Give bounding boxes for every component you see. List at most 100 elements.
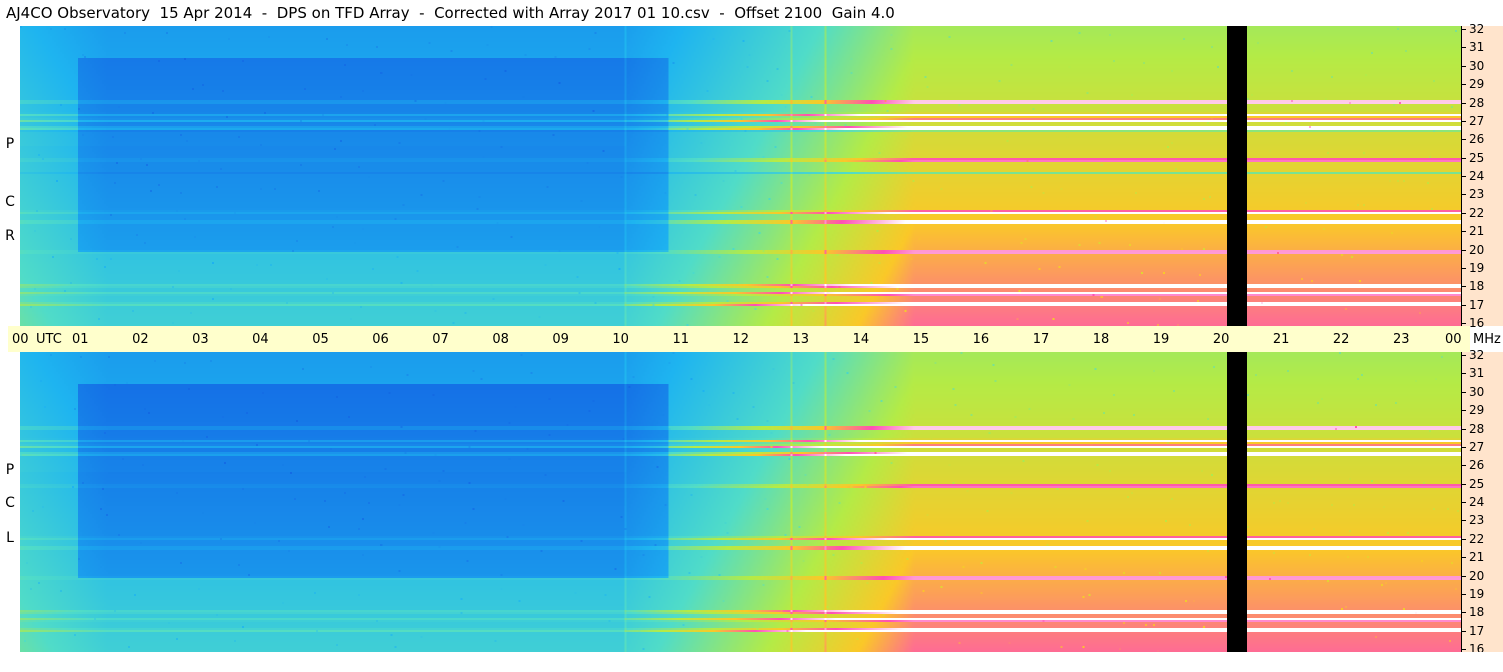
time-axis: 00 01 02 03 04 05 06 07 08 09 10 11 12 13 14 15 16 17 18 19… [8,326,1501,352]
freq-tick-label: 30 [1469,58,1485,73]
freq-tick-label: 17 [1469,623,1485,638]
time-tick-label: 02 [132,332,149,347]
freq-tick-label: 31 [1469,366,1485,381]
lcp-side-strip: P C L [0,352,20,652]
freq-tick-mark [1461,249,1466,251]
freq-tick-mark [1461,231,1466,233]
time-tick-label: 16 [972,332,990,347]
freq-tick-mark [1461,630,1466,632]
title-bar: AJ4CO Observatory 15 Apr 2014 - DPS on T… [0,0,1462,26]
freq-tick-label: 25 [1469,150,1485,165]
freq-tick-label: 17 [1469,297,1485,312]
freq-tick-label: 28 [1469,95,1485,110]
time-tick-label: 20 [1212,332,1230,347]
time-tick-label: 07 [432,332,449,347]
mhz-unit-label: MHz [1473,332,1501,347]
freq-tick-mark [1461,102,1466,104]
rcp-label-r: R [5,228,15,244]
time-tick-label: 09 [552,332,569,347]
freq-tick-label: 27 [1469,439,1485,454]
time-tick-label: 15 [912,332,930,347]
freq-tick-label: 18 [1469,279,1485,294]
bottom-margin [0,652,1503,672]
freq-tick-label: 27 [1469,113,1485,128]
time-tick-label: 23 [1392,332,1410,347]
chart-title: AJ4CO Observatory 15 Apr 2014 - DPS on T… [6,4,895,22]
freq-tick-label: 26 [1469,458,1485,473]
time-tick-label: 08 [492,332,509,347]
time-tick-label: 06 [372,332,389,347]
lcp-label-l: L [6,530,14,546]
freq-tick-mark [1461,323,1466,324]
freq-tick-mark [1461,465,1466,467]
freq-tick-label: 24 [1469,495,1485,509]
freq-tick-label: 21 [1469,224,1485,239]
freq-tick-label: 24 [1469,169,1485,183]
time-tick-label: 04 [252,332,269,347]
freq-tick-mark [1461,612,1466,614]
lcp-label-c: C [5,495,15,511]
freq-tick-mark [1461,267,1466,269]
time-tick-label: 14 [852,332,870,347]
time-tick-label: 17 [1032,332,1050,347]
freq-tick-label: 23 [1469,513,1485,528]
freq-tick-mark [1461,304,1466,306]
freq-tick-label: 19 [1469,260,1485,275]
time-tick-label: 00 [1445,332,1462,347]
freq-tick-mark [1461,212,1466,214]
freq-tick-mark [1461,538,1466,540]
freq-tick-mark [1461,194,1466,196]
time-tick-label: 21 [1272,332,1290,347]
freq-tick-mark [1461,65,1466,67]
freq-tick-label: 22 [1469,531,1485,546]
freq-tick-label: 25 [1469,476,1485,491]
freq-tick-label: 18 [1469,605,1485,620]
freq-tick-label: 29 [1469,403,1485,418]
freq-tick-mark [1461,557,1466,559]
freq-tick-label: 21 [1469,550,1485,565]
freq-tick-label: 28 [1469,421,1485,436]
freq-tick-label: 30 [1469,384,1485,399]
freq-tick-mark [1461,139,1466,141]
freq-tick-label: 26 [1469,132,1485,147]
freq-tick-label: 20 [1469,568,1485,583]
freq-tick-mark [1461,502,1466,503]
freq-tick-mark [1461,428,1466,430]
freq-tick-mark [1461,286,1466,288]
rcp-side-strip: P C R [0,26,20,326]
lcp-label-p: P [5,462,15,478]
freq-tick-label: 23 [1469,187,1485,202]
time-tick-label: 13 [792,332,810,347]
freq-tick-mark [1461,176,1466,177]
time-tick-label: 01 [72,332,89,347]
freq-tick-mark [1461,410,1466,412]
freq-tick-label: 22 [1469,205,1485,220]
freq-tick-mark [1461,355,1466,356]
lcp-frequency-axis: 32 31 30 29 28 27 26 25 24 23 22 21 20 19 18 17 16 [1461,348,1503,655]
rcp-label-c: C [5,194,15,210]
time-tick-label: 00 [12,332,29,347]
freq-tick-mark [1461,84,1466,86]
freq-tick-label: 32 [1469,348,1485,362]
rcp-frequency-axis: 32 31 30 29 28 27 26 25 24 23 22 21 20 19 18 17 16 [1461,22,1503,330]
lcp-spectrogram [20,352,1461,652]
freq-tick-mark [1461,649,1466,650]
freq-tick-label: 32 [1469,22,1485,36]
time-tick-label: 22 [1332,332,1350,347]
freq-tick-mark [1461,120,1466,122]
freq-tick-mark [1461,47,1466,49]
time-tick-label: 03 [192,332,209,347]
time-tick-label: 10 [612,332,629,347]
freq-tick-mark [1461,575,1466,577]
freq-tick-label: 29 [1469,77,1485,92]
freq-tick-label: 16 [1469,316,1485,330]
time-tick-label: 05 [312,332,329,347]
time-tick-label: 18 [1092,332,1110,347]
freq-tick-label: 31 [1469,40,1485,55]
freq-tick-mark [1461,520,1466,522]
freq-tick-mark [1461,446,1466,448]
freq-tick-label: 20 [1469,242,1485,257]
freq-tick-mark [1461,373,1466,375]
freq-tick-mark [1461,593,1466,595]
time-tick-label: 12 [732,332,750,347]
